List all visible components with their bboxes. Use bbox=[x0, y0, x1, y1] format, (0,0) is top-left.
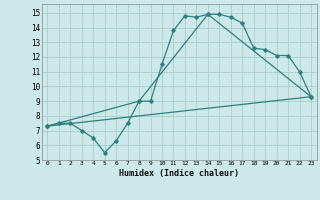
X-axis label: Humidex (Indice chaleur): Humidex (Indice chaleur) bbox=[119, 169, 239, 178]
